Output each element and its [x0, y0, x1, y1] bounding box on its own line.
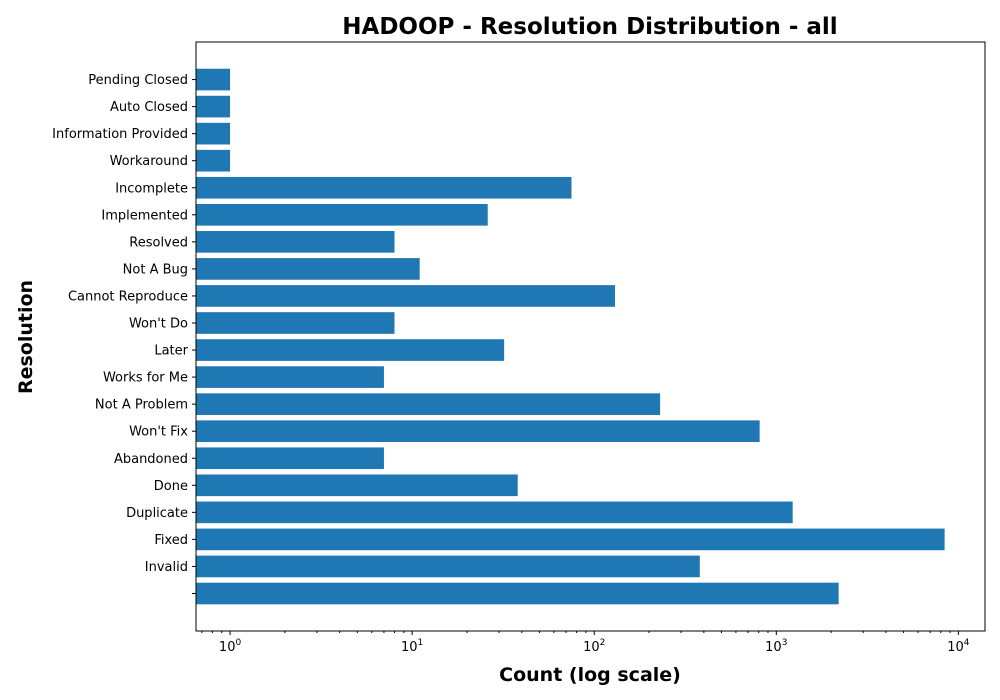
y-tick-label: Invalid — [145, 560, 188, 575]
bar-2 — [196, 528, 945, 551]
bar-4 — [196, 474, 518, 497]
bar-19 — [196, 68, 231, 91]
bar-1 — [196, 555, 700, 578]
bar-0 — [196, 582, 839, 605]
bar-12 — [196, 258, 420, 280]
bar-11 — [196, 285, 615, 307]
bar-17 — [196, 122, 231, 145]
x-axis: 100 101 102 103 104 — [201, 631, 970, 655]
y-tick-label: Fixed — [154, 533, 188, 548]
y-tick-label: Done — [154, 479, 188, 494]
y-tick-label: Won't Fix — [129, 425, 188, 440]
bar-8 — [196, 366, 384, 388]
bar-14 — [196, 203, 488, 226]
bar-15 — [196, 176, 572, 199]
y-axis: Invalid Fixed Duplicate Done Abandoned Won't … — [52, 73, 196, 594]
x-tick-label: 100 — [219, 638, 242, 655]
bar-18 — [196, 95, 231, 118]
bar-13 — [196, 231, 395, 253]
bar-3 — [196, 501, 793, 524]
bar-6 — [196, 420, 760, 443]
y-tick-label: Auto Closed — [110, 100, 188, 115]
bar-5 — [196, 447, 384, 470]
y-tick-label: Not A Problem — [95, 398, 188, 413]
y-tick-label: Later — [154, 344, 188, 359]
y-tick-label: Information Provided — [52, 127, 188, 142]
y-tick-label: Implemented — [101, 208, 188, 223]
y-tick-label: Pending Closed — [88, 73, 188, 88]
y-tick-label: Workaround — [110, 154, 188, 169]
chart-title: HADOOP - Resolution Distribution - all — [342, 14, 837, 40]
y-tick-label: Abandoned — [114, 452, 188, 467]
x-tick-label: 104 — [947, 638, 970, 655]
y-tick-label: Resolved — [129, 235, 188, 250]
x-tick-label: 103 — [765, 638, 787, 655]
bars-group — [196, 68, 945, 605]
y-tick-label: Not A Bug — [123, 262, 188, 277]
x-tick-label: 102 — [583, 638, 605, 655]
y-axis-title: Resolution — [15, 280, 37, 394]
x-axis-title: Count (log scale) — [499, 664, 681, 686]
bar-10 — [196, 312, 395, 334]
y-tick-label: Duplicate — [126, 506, 188, 521]
bar-7 — [196, 393, 661, 415]
y-tick-label: Won't Do — [129, 317, 188, 332]
x-tick-label: 101 — [401, 638, 423, 655]
bar-16 — [196, 149, 231, 172]
y-tick-label: Incomplete — [115, 181, 188, 196]
y-tick-label: Cannot Reproduce — [68, 289, 188, 304]
y-tick-label: Works for Me — [103, 371, 188, 386]
bar-9 — [196, 339, 505, 361]
plot-frame — [195, 41, 986, 632]
